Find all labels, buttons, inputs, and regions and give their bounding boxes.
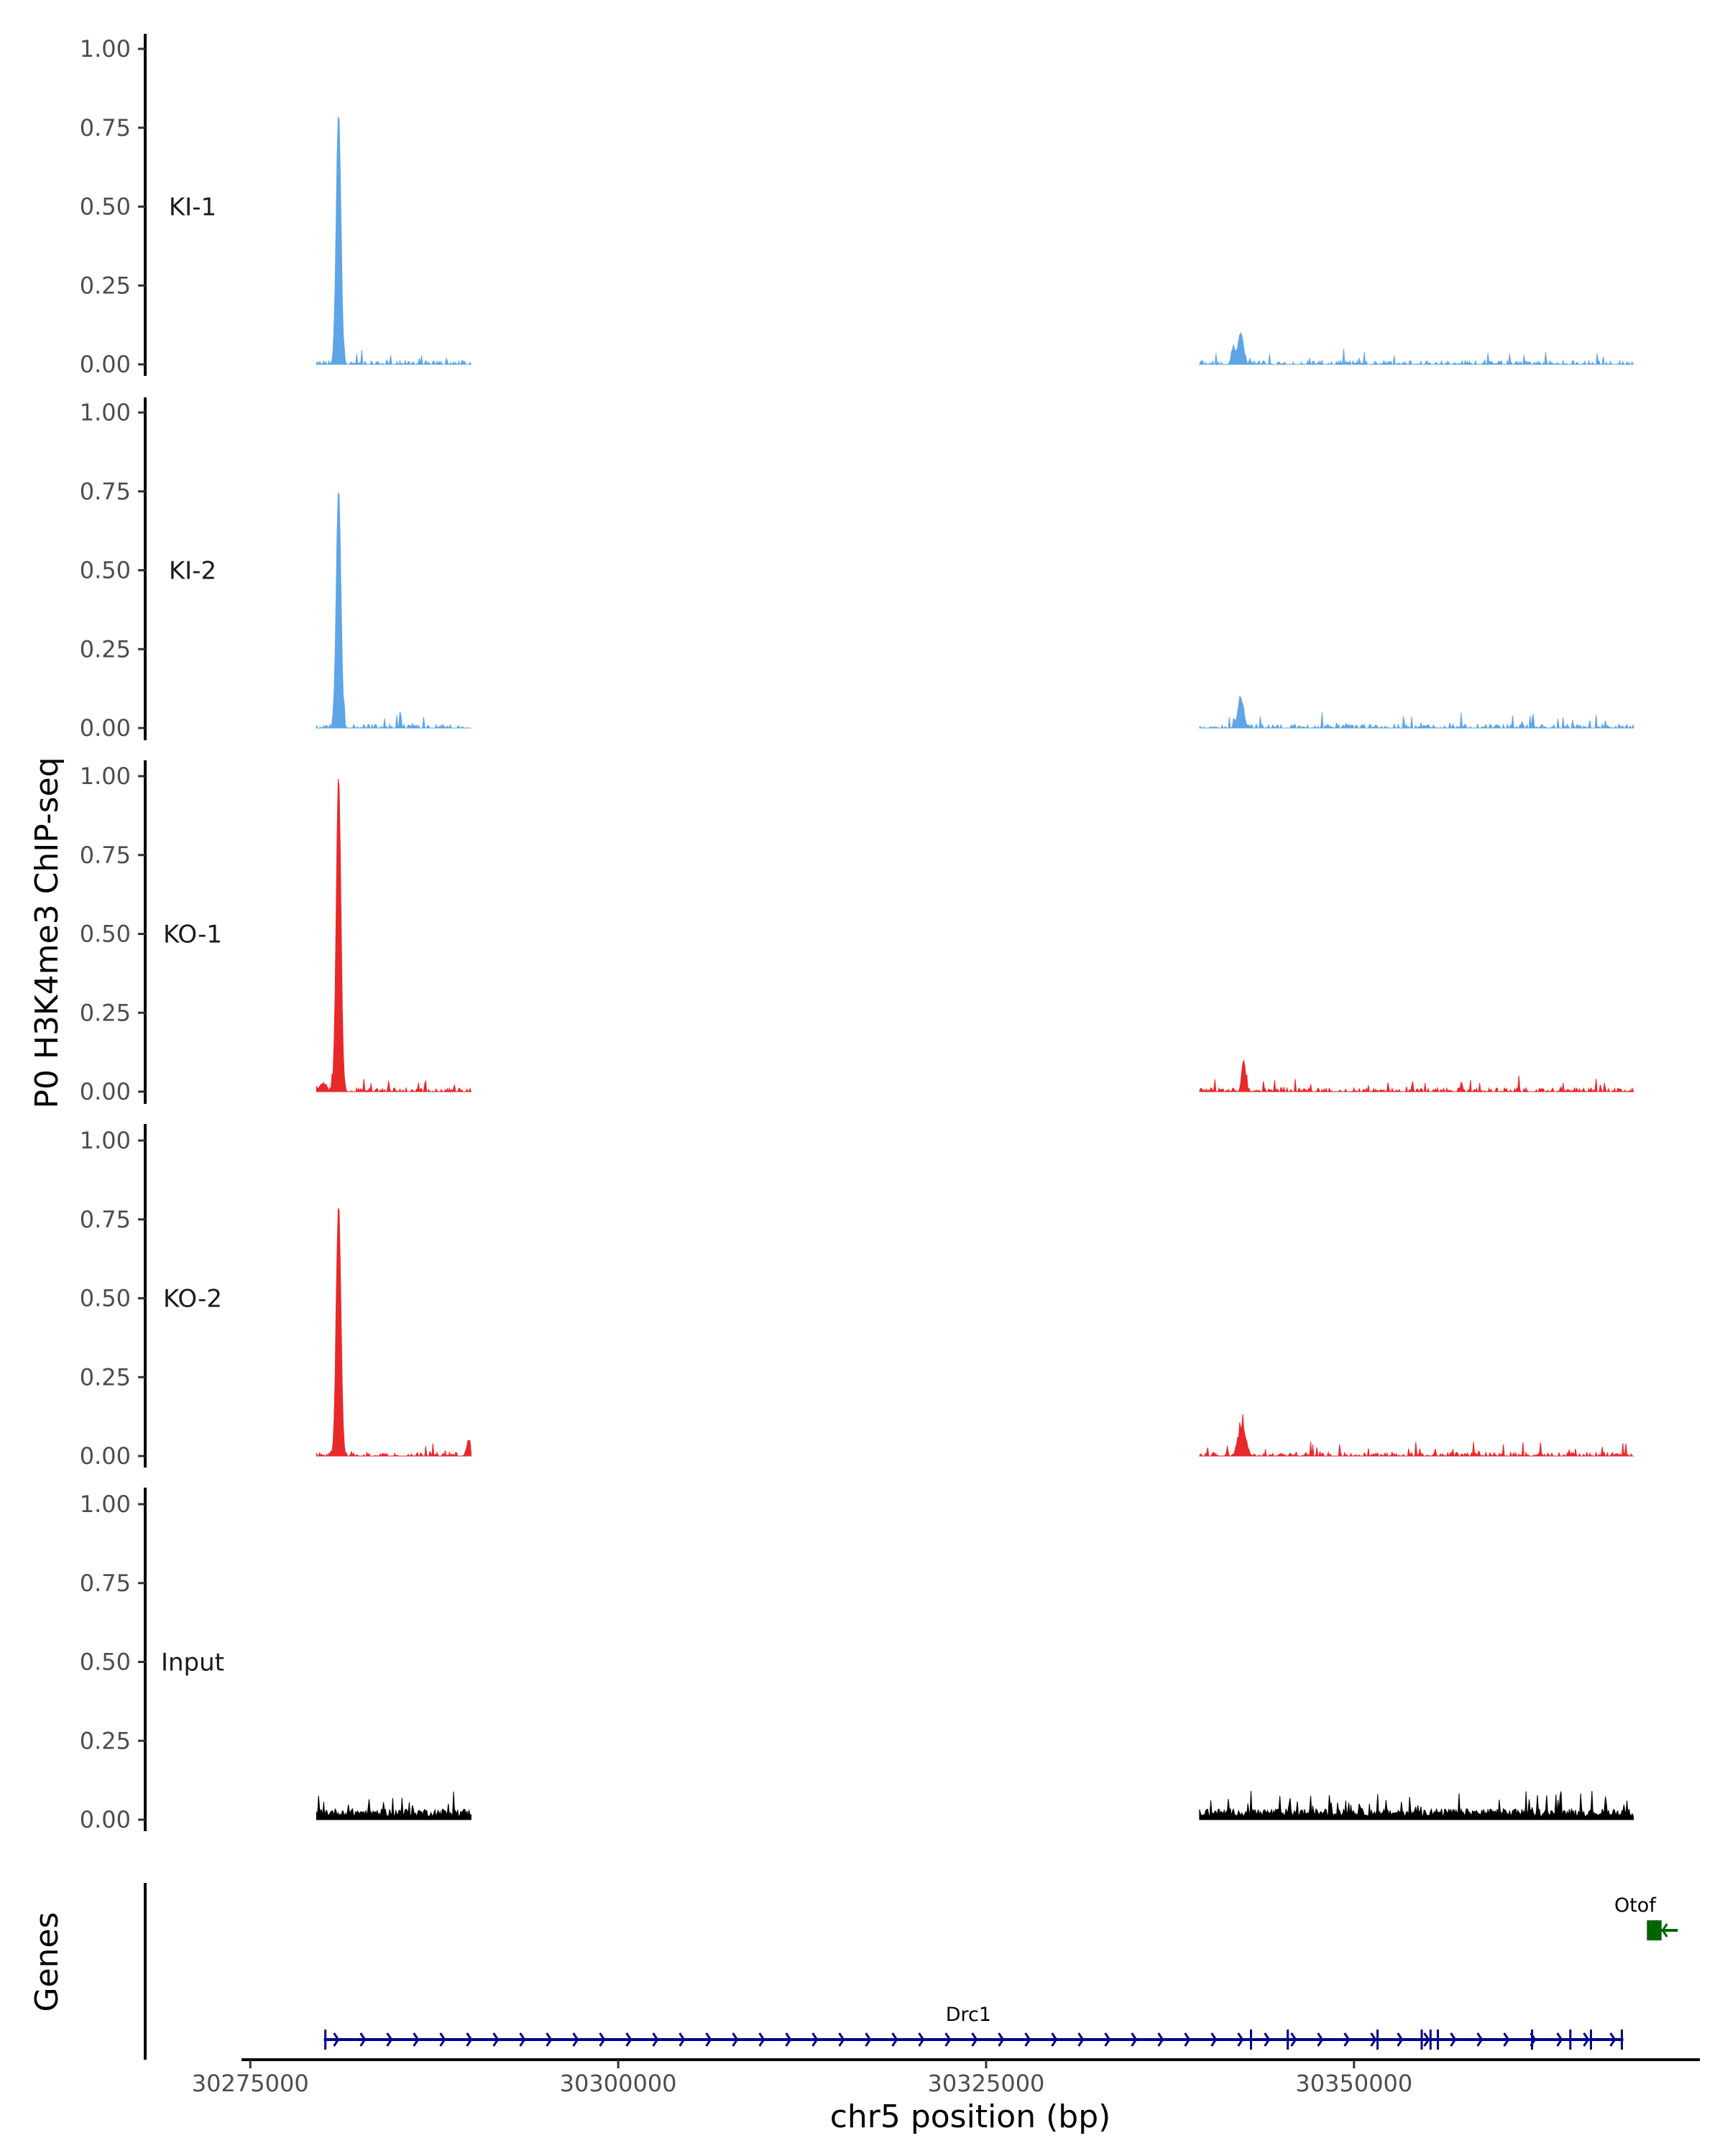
exon bbox=[1287, 2030, 1289, 2050]
y-tick-label: 0.00 bbox=[80, 1078, 131, 1105]
y-tick-label: 0.00 bbox=[80, 1442, 131, 1470]
coverage-area-ko-1 bbox=[316, 779, 1633, 1092]
x-tick-label: 30350000 bbox=[1295, 2070, 1412, 2097]
panel-ko-2: 0.00 0.25 0.50 0.75 1.00 KO-2 bbox=[80, 1124, 1634, 1470]
panel-ko-1: 0.00 0.25 0.50 0.75 1.00 KO-1 bbox=[80, 760, 1634, 1105]
track-label-ko-1: KO-1 bbox=[163, 921, 222, 949]
exon bbox=[1437, 2030, 1439, 2050]
y-tick-label: 0.00 bbox=[80, 351, 131, 378]
panel-ki-2: 0.00 0.25 0.50 0.75 1.00 KI-2 bbox=[80, 397, 1634, 742]
y-tick-label: 1.00 bbox=[80, 35, 131, 63]
gene-label-otof: Otof bbox=[1614, 1894, 1657, 1917]
exon bbox=[1250, 2030, 1252, 2050]
y-tick-label: 0.50 bbox=[80, 193, 131, 221]
y-tick-label: 0.75 bbox=[80, 1570, 131, 1597]
y-tick-label: 1.00 bbox=[80, 399, 131, 426]
x-axis: 30275000 30300000 30325000 30350000 bbox=[192, 2060, 1700, 2097]
exon bbox=[324, 2030, 326, 2050]
track-label-ki-1: KI-1 bbox=[169, 193, 216, 222]
y-tick-label: 0.25 bbox=[80, 999, 131, 1026]
y-tick-label: 1.00 bbox=[80, 1491, 131, 1518]
y-tick-label: 0.75 bbox=[80, 478, 131, 505]
coverage-area-ki-2 bbox=[316, 493, 1633, 729]
exon bbox=[1569, 2030, 1571, 2050]
panel-input: 0.00 0.25 0.50 0.75 1.00 Input bbox=[80, 1488, 1634, 1833]
chip-seq-track-plot: 0.00 0.25 0.50 0.75 1.00 KI-1 0.00 0.25 0.50 0.75… bbox=[0, 0, 1725, 2156]
y-tick-label: 0.50 bbox=[80, 557, 131, 584]
coverage-panels: 0.00 0.25 0.50 0.75 1.00 KI-1 0.00 0.25 0.50 0.75… bbox=[80, 34, 1634, 1833]
gene-otof: Otof bbox=[1614, 1894, 1678, 1940]
y-tick-label: 0.25 bbox=[80, 1727, 131, 1754]
y-tick-label: 0.25 bbox=[80, 1363, 131, 1391]
track-label-ko-2: KO-2 bbox=[163, 1285, 222, 1314]
gene-track-panel: Drc1 Otof bbox=[145, 1883, 1678, 2060]
coverage-area-input bbox=[316, 1791, 1633, 1820]
track-label-input: Input bbox=[161, 1649, 224, 1677]
genes-axis-title: Genes bbox=[29, 1912, 65, 2012]
x-tick-label: 30325000 bbox=[928, 2070, 1045, 2097]
exon bbox=[1430, 2030, 1432, 2050]
x-tick-label: 30275000 bbox=[192, 2070, 309, 2097]
y-tick-label: 1.00 bbox=[80, 1127, 131, 1154]
y-tick-label: 0.00 bbox=[80, 714, 131, 742]
exon bbox=[1421, 2030, 1423, 2050]
y-tick-label: 0.00 bbox=[80, 1806, 131, 1833]
track-label-ki-2: KI-2 bbox=[169, 557, 216, 586]
y-tick-label: 0.50 bbox=[80, 1285, 131, 1312]
y-tick-label: 0.75 bbox=[80, 1206, 131, 1233]
y-tick-label: 0.50 bbox=[80, 1649, 131, 1676]
exon bbox=[1621, 2030, 1623, 2050]
y-tick-label: 0.75 bbox=[80, 114, 131, 142]
y-tick-label: 0.50 bbox=[80, 921, 131, 948]
y-tick-label: 0.75 bbox=[80, 842, 131, 869]
y-axis-title: P0 H3K4me3 ChIP-seq bbox=[29, 757, 65, 1108]
x-axis-title: chr5 position (bp) bbox=[830, 2099, 1111, 2135]
exon bbox=[1376, 2030, 1379, 2050]
exon bbox=[1590, 2030, 1592, 2050]
exon bbox=[1531, 2030, 1533, 2050]
coverage-area-ki-1 bbox=[316, 116, 1633, 364]
exon-block bbox=[1648, 1922, 1661, 1939]
y-tick-label: 0.25 bbox=[80, 272, 131, 299]
y-tick-label: 1.00 bbox=[80, 763, 131, 790]
gene-drc1: Drc1 bbox=[324, 2004, 1624, 2050]
x-tick-label: 30300000 bbox=[560, 2070, 677, 2097]
gene-label-drc1: Drc1 bbox=[946, 2004, 991, 2026]
panel-ki-1: 0.00 0.25 0.50 0.75 1.00 KI-1 bbox=[80, 34, 1634, 378]
y-tick-label: 0.25 bbox=[80, 635, 131, 663]
coverage-area-ko-2 bbox=[316, 1208, 1633, 1456]
